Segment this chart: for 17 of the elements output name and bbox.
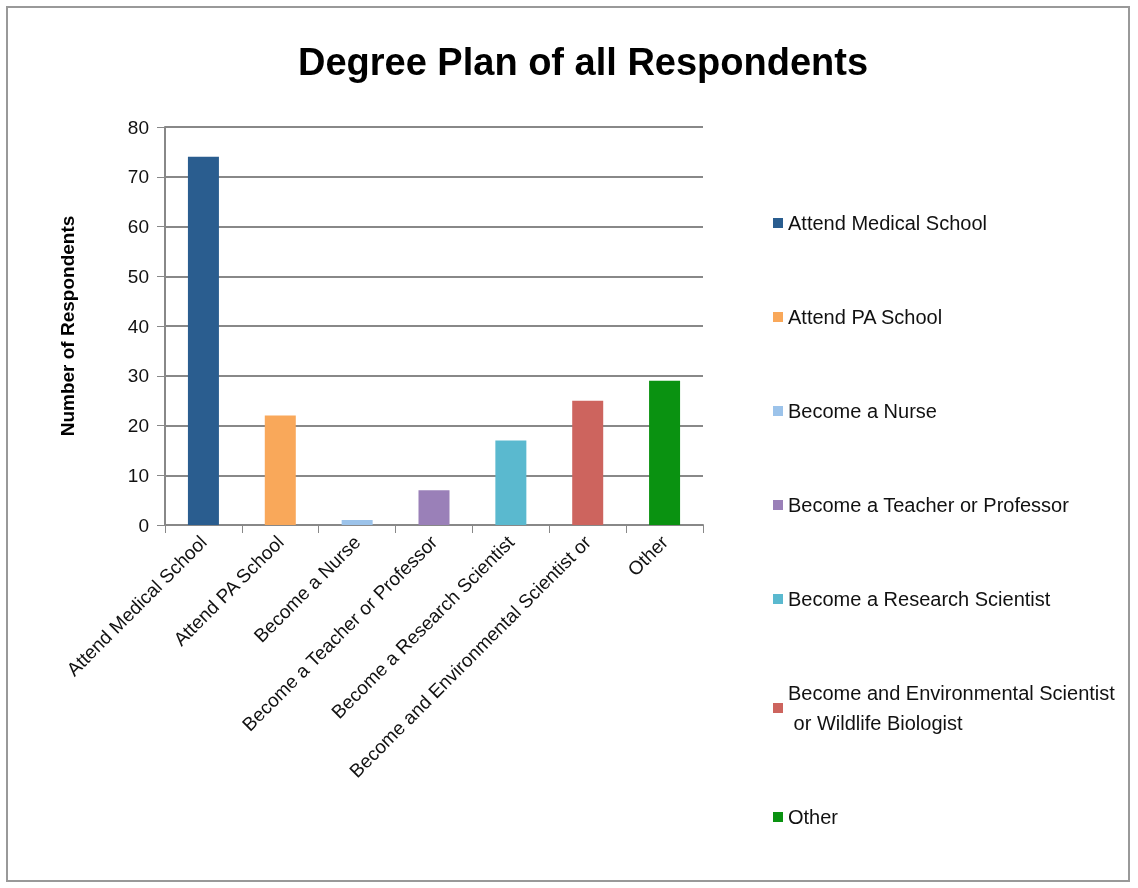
y-tick-label: 0 [138, 514, 149, 536]
y-tick-label: 20 [127, 415, 149, 436]
legend-label: Attend PA School [788, 306, 943, 328]
legend-label: Attend Medical School [788, 212, 988, 234]
y-tick-label: 80 [127, 116, 149, 138]
legend-label: Other [788, 806, 839, 828]
y-tick-label: 50 [127, 265, 149, 287]
legend-label: Become a Teacher or Professor [788, 494, 1070, 516]
legend-label: Become a Nurse [788, 400, 937, 422]
y-tick-label: 70 [127, 166, 149, 188]
y-tick-label: 60 [127, 216, 149, 237]
y-tick-label: 10 [127, 464, 149, 486]
chart-title: Degree Plan of all Respondents [297, 41, 869, 83]
y-tick-label: 30 [127, 365, 149, 387]
legend-label: Become and Environmental Scientist or Wildlife Biologist [788, 682, 1116, 734]
y-axis-title: Number of Respondents [57, 215, 78, 437]
y-tick-label: 40 [127, 315, 149, 337]
